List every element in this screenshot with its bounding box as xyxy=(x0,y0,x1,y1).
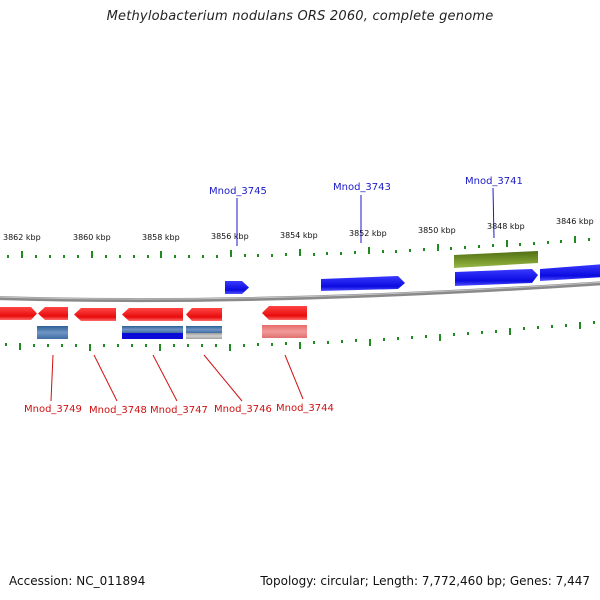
gene-arrow-mnod-3747[interactable] xyxy=(122,308,183,321)
gene-label-mnod-3747[interactable]: Mnod_3747 xyxy=(150,405,208,416)
gene-label-mnod-3743[interactable]: Mnod_3743 xyxy=(333,182,391,193)
gene-arrow-mnod-3748[interactable] xyxy=(74,308,116,321)
feature-bar-blue[interactable] xyxy=(122,333,183,339)
feature-bar-steel[interactable] xyxy=(122,326,183,333)
gene-arrow-mnod-3743[interactable] xyxy=(321,276,405,291)
genome-info-text: Topology: circular; Length: 7,772,460 bp… xyxy=(260,574,590,588)
gene-label-mnod-3748[interactable]: Mnod_3748 xyxy=(89,405,147,416)
scale-label: 3854 kbp xyxy=(280,231,318,240)
top-label-leaders xyxy=(236,187,495,246)
lower-tick-ruler xyxy=(5,321,595,351)
accession-text: Accession: NC_011894 xyxy=(9,574,146,588)
gene-arrow-right-edge[interactable] xyxy=(540,264,600,281)
upper-tick-ruler xyxy=(7,236,590,258)
bottom-label-leaders xyxy=(50,354,304,402)
map-title: Methylobacterium nodulans ORS 2060, comp… xyxy=(106,9,494,24)
gene-label-mnod-3746[interactable]: Mnod_3746 xyxy=(214,404,272,415)
gene-arrow-mnod-3746[interactable] xyxy=(186,308,222,321)
feature-bar-steel[interactable] xyxy=(37,326,68,339)
scale-label: 3852 kbp xyxy=(349,229,387,238)
gene-arrow-left-edge[interactable] xyxy=(0,307,37,320)
feature-bar-pink[interactable] xyxy=(262,325,307,338)
scale-label: 3862 kbp xyxy=(3,233,41,242)
genome-backbone xyxy=(0,281,600,303)
gene-arrow-mnod-3745[interactable] xyxy=(225,281,249,294)
gene-arrow-mnod-3749[interactable] xyxy=(38,307,68,320)
scale-label: 3848 kbp xyxy=(487,222,525,231)
feature-bar-gray[interactable] xyxy=(186,333,222,339)
gene-label-mnod-3741[interactable]: Mnod_3741 xyxy=(465,176,523,187)
feature-bar-steel[interactable] xyxy=(186,326,222,333)
gene-label-mnod-3745[interactable]: Mnod_3745 xyxy=(209,186,267,197)
feature-bar-green[interactable] xyxy=(454,251,538,268)
gene-arrow-mnod-3741[interactable] xyxy=(455,269,538,286)
gene-arrow-mnod-3744[interactable] xyxy=(262,306,307,320)
gene-label-mnod-3749[interactable]: Mnod_3749 xyxy=(24,404,82,415)
scale-label: 3860 kbp xyxy=(73,233,111,242)
scale-label: 3858 kbp xyxy=(142,233,180,242)
scale-label: 3846 kbp xyxy=(556,217,594,226)
scale-label: 3850 kbp xyxy=(418,226,456,235)
scale-label: 3856 kbp xyxy=(211,232,249,241)
gene-label-mnod-3744[interactable]: Mnod_3744 xyxy=(276,403,334,414)
